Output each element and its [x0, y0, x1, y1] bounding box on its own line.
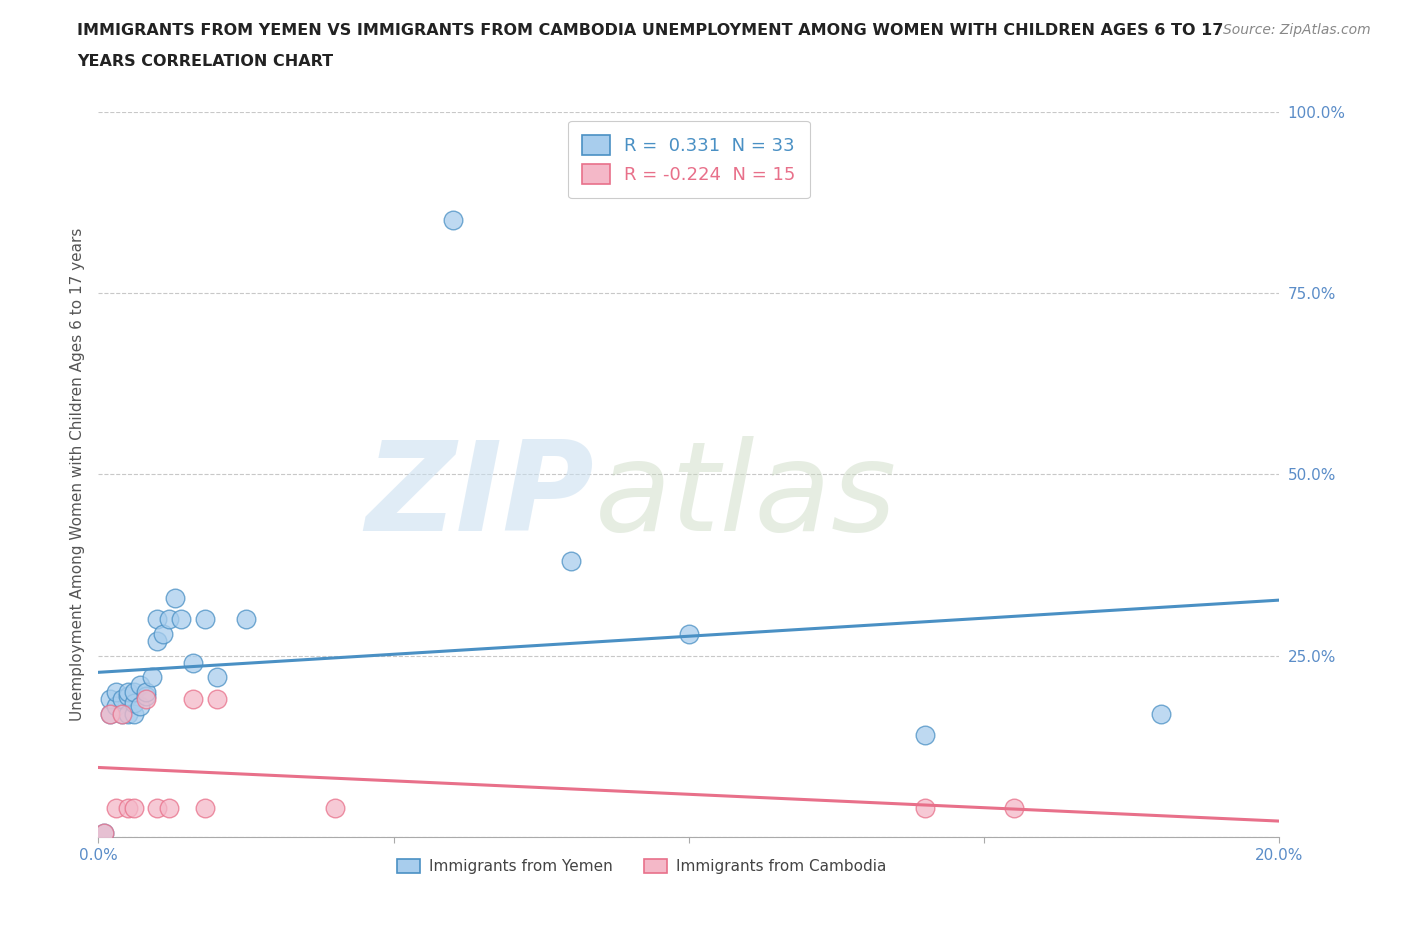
Point	[105, 801, 128, 816]
Point	[152, 627, 174, 642]
Point	[1002, 801, 1025, 816]
Point	[441, 213, 464, 228]
Point	[122, 801, 145, 816]
Point	[117, 684, 139, 699]
Legend: Immigrants from Yemen, Immigrants from Cambodia: Immigrants from Yemen, Immigrants from C…	[391, 853, 893, 880]
Point	[105, 684, 128, 699]
Point	[205, 692, 228, 707]
Y-axis label: Unemployment Among Women with Children Ages 6 to 17 years: Unemployment Among Women with Children A…	[69, 228, 84, 721]
Point	[135, 684, 157, 699]
Point	[111, 706, 134, 721]
Point	[914, 801, 936, 816]
Point	[194, 612, 217, 627]
Text: atlas: atlas	[595, 435, 897, 556]
Point	[111, 706, 134, 721]
Point	[93, 826, 115, 841]
Point	[135, 688, 157, 703]
Point	[141, 670, 163, 684]
Point	[135, 692, 157, 707]
Point	[117, 801, 139, 816]
Point	[128, 677, 150, 692]
Point	[205, 670, 228, 684]
Point	[165, 591, 187, 605]
Point	[235, 612, 257, 627]
Point	[914, 728, 936, 743]
Text: Source: ZipAtlas.com: Source: ZipAtlas.com	[1223, 23, 1371, 37]
Point	[181, 656, 204, 671]
Point	[122, 684, 145, 699]
Point	[117, 688, 139, 703]
Point	[194, 801, 217, 816]
Point	[117, 706, 139, 721]
Point	[170, 612, 193, 627]
Point	[98, 706, 121, 721]
Point	[122, 706, 145, 721]
Point	[98, 692, 121, 707]
Text: ZIP: ZIP	[366, 435, 595, 556]
Point	[560, 554, 582, 569]
Point	[181, 692, 204, 707]
Point	[157, 612, 180, 627]
Text: YEARS CORRELATION CHART: YEARS CORRELATION CHART	[77, 54, 333, 69]
Point	[678, 627, 700, 642]
Point	[323, 801, 346, 816]
Point	[146, 801, 169, 816]
Point	[93, 826, 115, 841]
Point	[105, 699, 128, 714]
Point	[98, 706, 121, 721]
Point	[146, 612, 169, 627]
Point	[111, 692, 134, 707]
Point	[122, 696, 145, 711]
Point	[157, 801, 180, 816]
Point	[128, 699, 150, 714]
Text: IMMIGRANTS FROM YEMEN VS IMMIGRANTS FROM CAMBODIA UNEMPLOYMENT AMONG WOMEN WITH : IMMIGRANTS FROM YEMEN VS IMMIGRANTS FROM…	[77, 23, 1223, 38]
Point	[1150, 706, 1173, 721]
Point	[146, 633, 169, 648]
